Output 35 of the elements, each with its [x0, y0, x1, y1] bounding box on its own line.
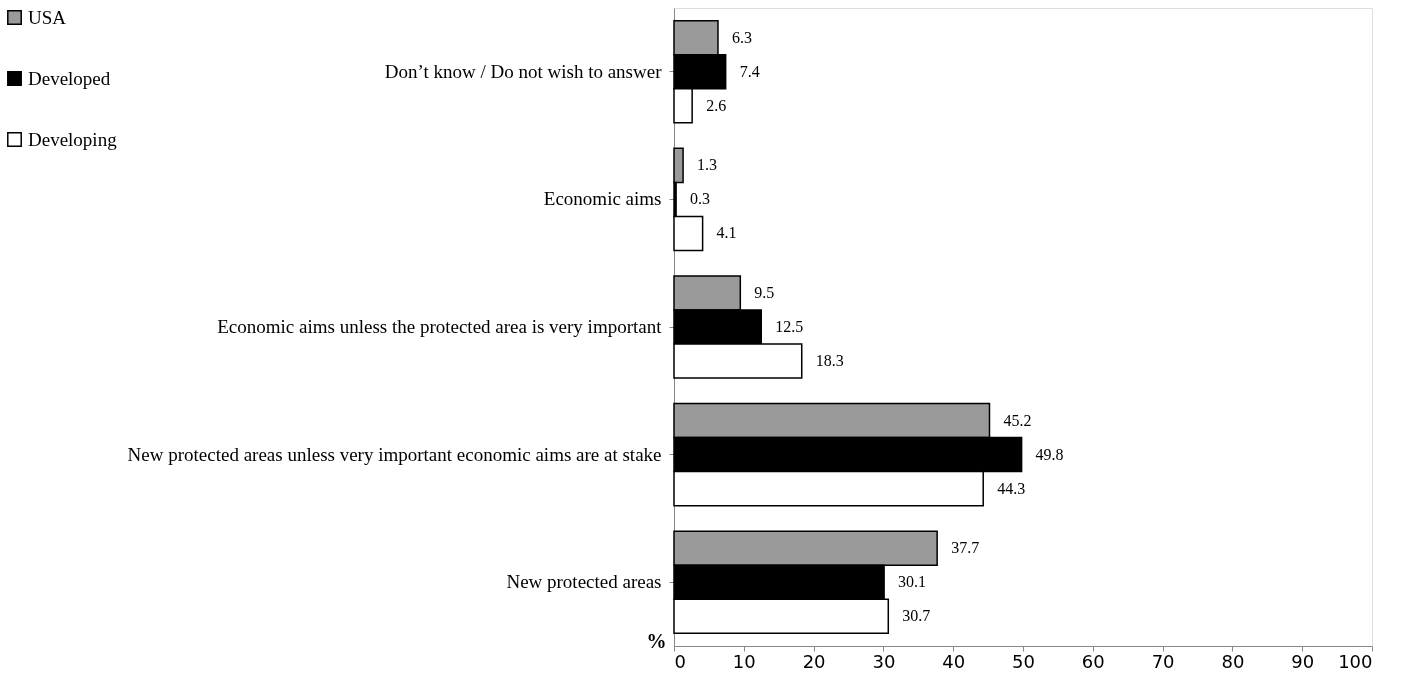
x-tick-label: 50 — [1012, 650, 1035, 672]
x-tick-label: 0 — [674, 650, 686, 672]
data-label: 6.3 — [731, 28, 752, 46]
data-label: 37.7 — [951, 539, 980, 557]
y-tick-label: New protected areas unless very important economic aims are at stake — [127, 443, 662, 465]
data-label: 0.3 — [690, 190, 711, 208]
legend-label: Developing — [28, 128, 118, 150]
x-tick-label: 70 — [1151, 650, 1175, 672]
data-label: 45.2 — [1003, 411, 1032, 429]
y-tick-label: Economic aims unless the protected area is very important — [217, 316, 663, 337]
x-tick-label: 90 — [1291, 650, 1315, 672]
data-label: 2.6 — [706, 96, 727, 114]
y-tick-label: Economic aims — [543, 188, 662, 210]
data-label: 30.7 — [902, 607, 931, 625]
y-tick-label: New protected areas — [506, 571, 662, 593]
x-tick-label: 80 — [1221, 650, 1245, 672]
data-label: 12.5 — [775, 318, 804, 335]
data-label: 1.3 — [697, 156, 718, 174]
data-label: 44.3 — [997, 479, 1026, 497]
x-tick-label: 20 — [802, 650, 826, 672]
data-label: 18.3 — [815, 352, 844, 370]
data-label: 30.1 — [898, 573, 927, 591]
data-label: 49.8 — [1035, 445, 1064, 463]
x-tick-label: 10 — [732, 650, 756, 672]
y-axis-title: % — [646, 629, 667, 652]
legend-label: USA — [28, 6, 67, 28]
y-tick-label: Don’t know / Do not wish to answer — [384, 60, 663, 82]
x-tick-label: 40 — [942, 650, 966, 672]
x-tick-label: 100 — [1338, 650, 1373, 672]
x-tick-label: 60 — [1081, 650, 1105, 672]
x-tick-label: 30 — [872, 650, 896, 672]
data-label: 7.4 — [739, 62, 760, 80]
data-label: 4.1 — [716, 224, 737, 242]
legend-label: Developed — [28, 67, 111, 89]
data-label: 9.5 — [754, 283, 775, 301]
